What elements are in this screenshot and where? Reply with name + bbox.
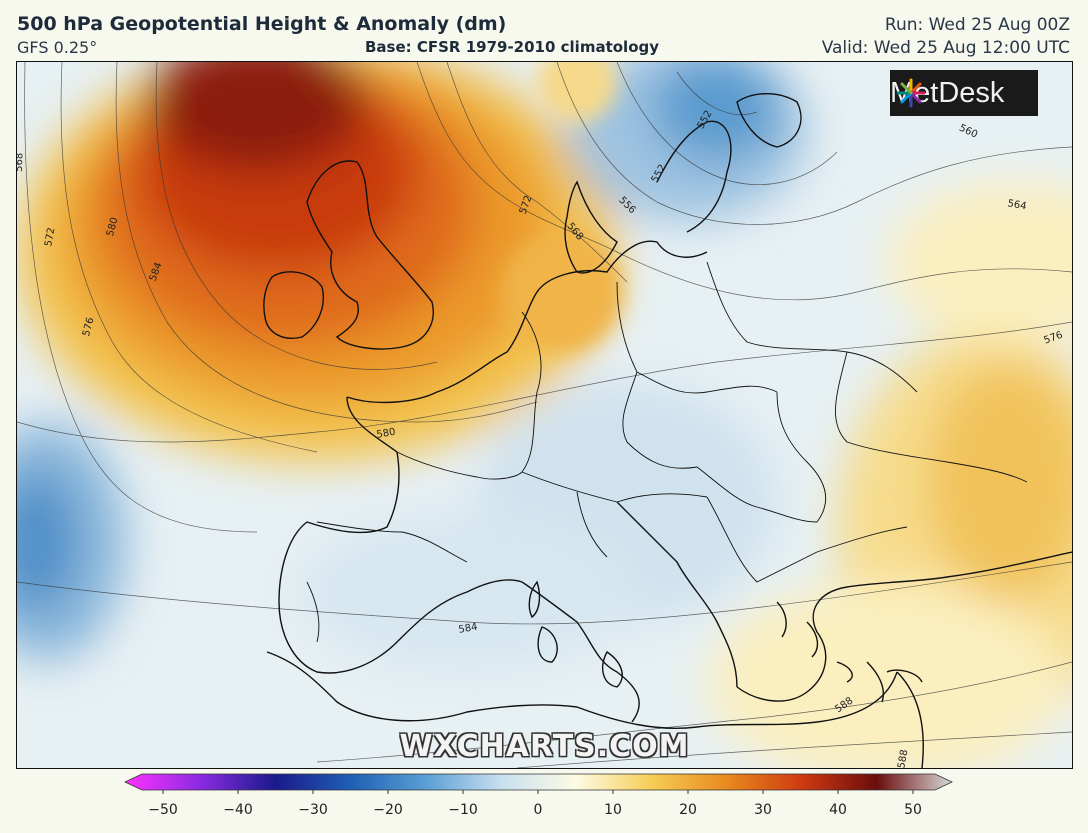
contour-label: 588	[896, 749, 910, 768]
contour-label: 580	[376, 427, 397, 441]
valid-time-label: Valid: Wed 25 Aug 12:00 UTC	[821, 38, 1070, 58]
colorbar-ticks: −50 −40 −30 −20 −10 0 10 20 30 40 50	[148, 790, 922, 818]
colorbar-strip	[124, 773, 953, 791]
coastlines	[263, 93, 1072, 768]
colorbar-tick-label: 10	[604, 802, 622, 818]
colorbar-tick-label: 40	[829, 802, 847, 818]
colorbar-tick-label: 30	[754, 802, 772, 818]
contour-label: 572	[43, 227, 57, 248]
watermark: WXCHARTS.COM	[399, 729, 690, 764]
country-borders	[306, 261, 1028, 643]
colorbar-tick-label: 0	[534, 802, 543, 818]
colorbar-tick-label: 20	[679, 802, 697, 818]
base-climatology-label: Base: CFSR 1979-2010 climatology	[365, 38, 660, 56]
contour-label: 564	[1007, 198, 1028, 212]
contour-label: 584	[458, 622, 479, 636]
colorbar-tick-label: −50	[148, 802, 178, 818]
chart-title: 500 hPa Geopotential Height & Anomaly (d…	[17, 13, 507, 35]
contour-label: 576	[81, 316, 97, 337]
height-contours	[17, 62, 1072, 768]
colorbar: −50 −40 −30 −20 −10 0 10 20 30 40 50	[124, 773, 953, 818]
run-time-label: Run: Wed 25 Aug 00Z	[884, 15, 1070, 35]
metdesk-burst-icon	[896, 78, 926, 108]
map-panel[interactable]: 568 572 580 584 576 580 572 568 556 552 …	[16, 61, 1073, 769]
metdesk-logo: MetDesk	[890, 70, 1038, 116]
contour-label: 580	[105, 216, 121, 237]
colorbar-tick-label: 50	[904, 802, 922, 818]
colorbar-tick-label: −40	[223, 802, 253, 818]
colorbar-tick-label: −30	[298, 802, 328, 818]
contour-label: 568	[17, 153, 25, 172]
colorbar-tick-label: −20	[373, 802, 403, 818]
colorbar-tick-label: −10	[448, 802, 478, 818]
model-label: GFS 0.25°	[17, 38, 98, 57]
anomaly-field: 568 572 580 584 576 580 572 568 556 552 …	[17, 62, 1072, 768]
